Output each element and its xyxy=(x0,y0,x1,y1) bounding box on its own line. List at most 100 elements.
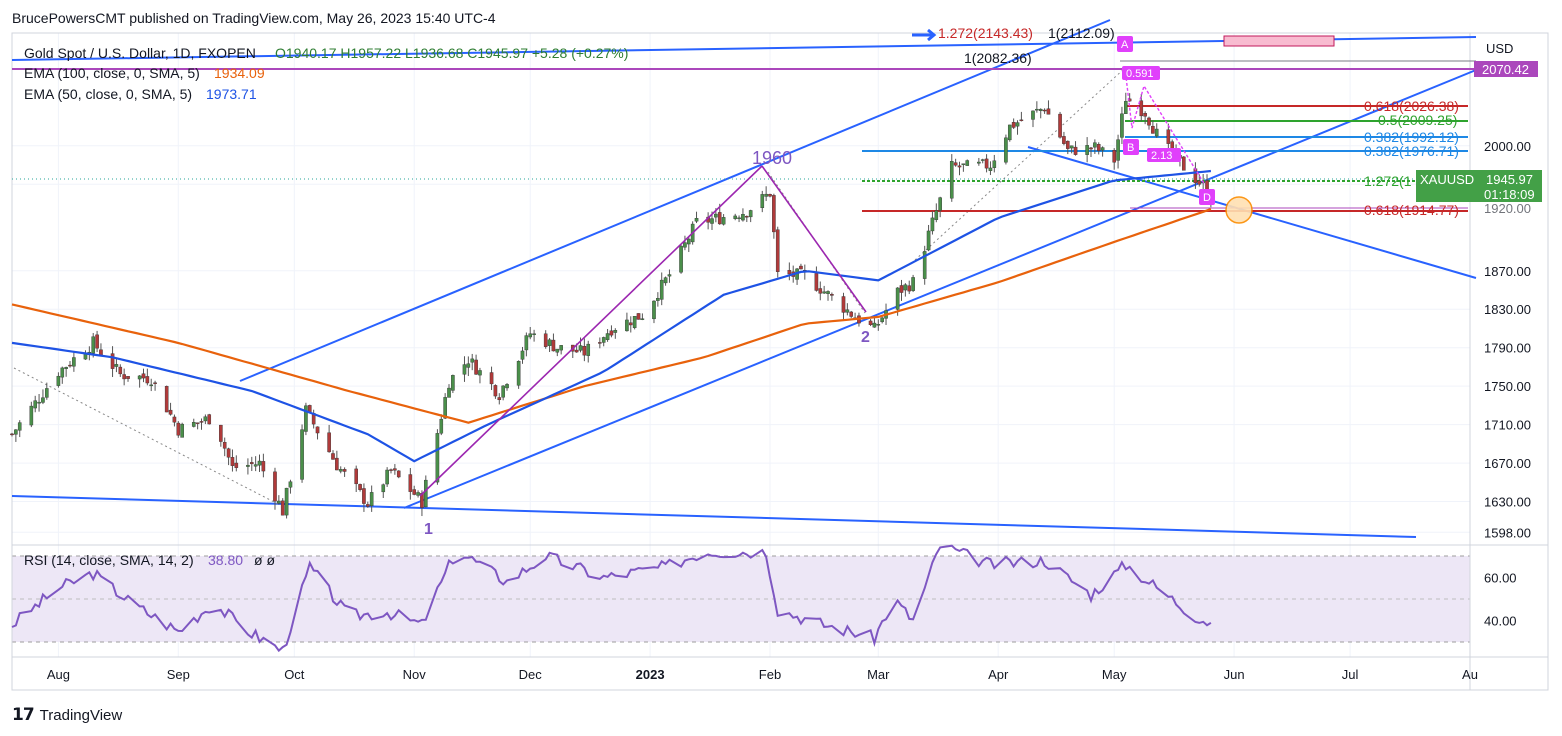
legend-ema100-value: 1934.09 xyxy=(214,65,265,81)
time-tick-label: Dec xyxy=(519,667,543,682)
candle-up xyxy=(501,385,505,398)
wave-lines[interactable] xyxy=(419,67,1206,497)
price-tick-label: 1670.00 xyxy=(1484,456,1531,471)
tick-1920: 1920.00 xyxy=(1484,201,1531,216)
fib-levels[interactable] xyxy=(12,60,1476,212)
candle-down xyxy=(1143,113,1147,117)
candle-up xyxy=(137,375,142,380)
candle-down xyxy=(1112,150,1117,163)
candle-up xyxy=(369,492,374,506)
time-tick-label: Feb xyxy=(759,667,781,682)
candle-up xyxy=(764,193,768,197)
candle-down xyxy=(126,376,130,379)
candle-up xyxy=(922,251,927,279)
candle-down xyxy=(176,422,181,436)
candle-up xyxy=(1007,124,1012,141)
candle-up xyxy=(911,277,915,291)
candle-up xyxy=(72,357,76,367)
ema100-line[interactable] xyxy=(11,208,1212,424)
chart-frame xyxy=(11,32,1549,691)
point-0591-label: 0.591 xyxy=(1126,68,1154,80)
candle-down xyxy=(628,322,633,326)
rising-channel-bottom[interactable] xyxy=(403,69,1477,509)
wave-label-1960: 1960 xyxy=(752,148,792,168)
price-tick-label: 1598.00 xyxy=(1484,525,1531,540)
abcd-path xyxy=(1124,67,1206,186)
time-tick-label: Sep xyxy=(167,667,190,682)
candle-up xyxy=(29,405,34,426)
candle-down xyxy=(118,366,123,375)
point-b-label: B xyxy=(1127,142,1134,154)
candle-up xyxy=(284,487,289,516)
candle-up xyxy=(45,388,49,398)
candle-down xyxy=(273,471,277,502)
candle-up xyxy=(977,161,981,164)
candle-down xyxy=(1065,140,1070,149)
candle-up xyxy=(988,167,993,171)
candle-down xyxy=(1166,129,1171,144)
point-a-badge[interactable]: A xyxy=(1117,36,1133,52)
rsi-tick-label: 40.00 xyxy=(1484,614,1517,629)
candle-down xyxy=(153,382,157,384)
candle-up xyxy=(338,469,343,472)
candle-up xyxy=(532,333,536,335)
time-axis[interactable]: Aug Sep Oct Nov Dec 2023 Feb Mar Apr May Jun Jul Au xyxy=(47,667,1478,682)
candle-down xyxy=(1073,146,1078,155)
legend-ema50-value: 1973.71 xyxy=(206,86,257,102)
candle-up xyxy=(686,238,691,245)
candle-up xyxy=(625,319,629,332)
candle-down xyxy=(1151,125,1155,134)
point-0591-badge[interactable]: 0.591 xyxy=(1122,66,1160,80)
candle-up xyxy=(667,274,672,277)
time-tick-label: Au xyxy=(1462,667,1478,682)
candle-down xyxy=(1062,136,1066,144)
candle-up xyxy=(559,345,563,351)
candle-up xyxy=(462,364,467,375)
candle-up xyxy=(586,343,591,356)
candle-up xyxy=(64,367,68,369)
candle-up xyxy=(710,218,714,224)
point-d-label: D xyxy=(1203,192,1211,204)
candle-down xyxy=(984,158,989,169)
rsi-line[interactable] xyxy=(11,544,1212,653)
candle-down xyxy=(389,469,393,471)
candle-up xyxy=(33,400,38,409)
candle-up xyxy=(903,284,908,291)
candle-down xyxy=(775,229,780,272)
rising-channel-top[interactable] xyxy=(239,19,1111,382)
candle-down xyxy=(327,432,331,453)
last-price-value: 1945.97 xyxy=(1486,172,1533,187)
ema50-line[interactable] xyxy=(11,169,1212,463)
candle-up xyxy=(656,298,660,301)
candle-down xyxy=(141,373,146,379)
price-axis[interactable]: USD 2000.001960.001870.001830.001790.001… xyxy=(1484,41,1531,540)
candle-down xyxy=(497,397,502,401)
point-b-badge[interactable]: B xyxy=(1123,139,1139,155)
candle-down xyxy=(412,489,417,495)
candle-down xyxy=(365,504,370,507)
candle-down xyxy=(122,374,126,380)
candle-down xyxy=(474,359,478,375)
candle-down xyxy=(145,376,150,384)
candle-down xyxy=(551,339,556,352)
candle-down xyxy=(1197,180,1202,185)
candle-up xyxy=(443,397,447,419)
candle-down xyxy=(772,195,776,233)
candle-up xyxy=(1038,108,1043,111)
point-213-label: 2.13 xyxy=(1151,150,1172,162)
lower-channel-line[interactable] xyxy=(11,495,1417,538)
point-213-badge[interactable]: 2.13 xyxy=(1147,148,1181,162)
point-d-badge[interactable]: D xyxy=(1199,189,1215,205)
candle-down xyxy=(745,216,749,218)
candle-down xyxy=(362,488,366,504)
target-zone-box[interactable] xyxy=(1223,35,1335,47)
candle-up xyxy=(1015,122,1020,127)
trendlines[interactable] xyxy=(11,19,1477,538)
target-circle[interactable] xyxy=(1225,196,1253,224)
countdown-timer: 01:18:09 xyxy=(1484,187,1535,202)
candle-down xyxy=(396,470,401,478)
footer-brand[interactable]: 𝟭𝟳 TradingView xyxy=(12,705,122,725)
time-tick-label: 2023 xyxy=(636,667,665,682)
candle-down xyxy=(799,265,803,270)
